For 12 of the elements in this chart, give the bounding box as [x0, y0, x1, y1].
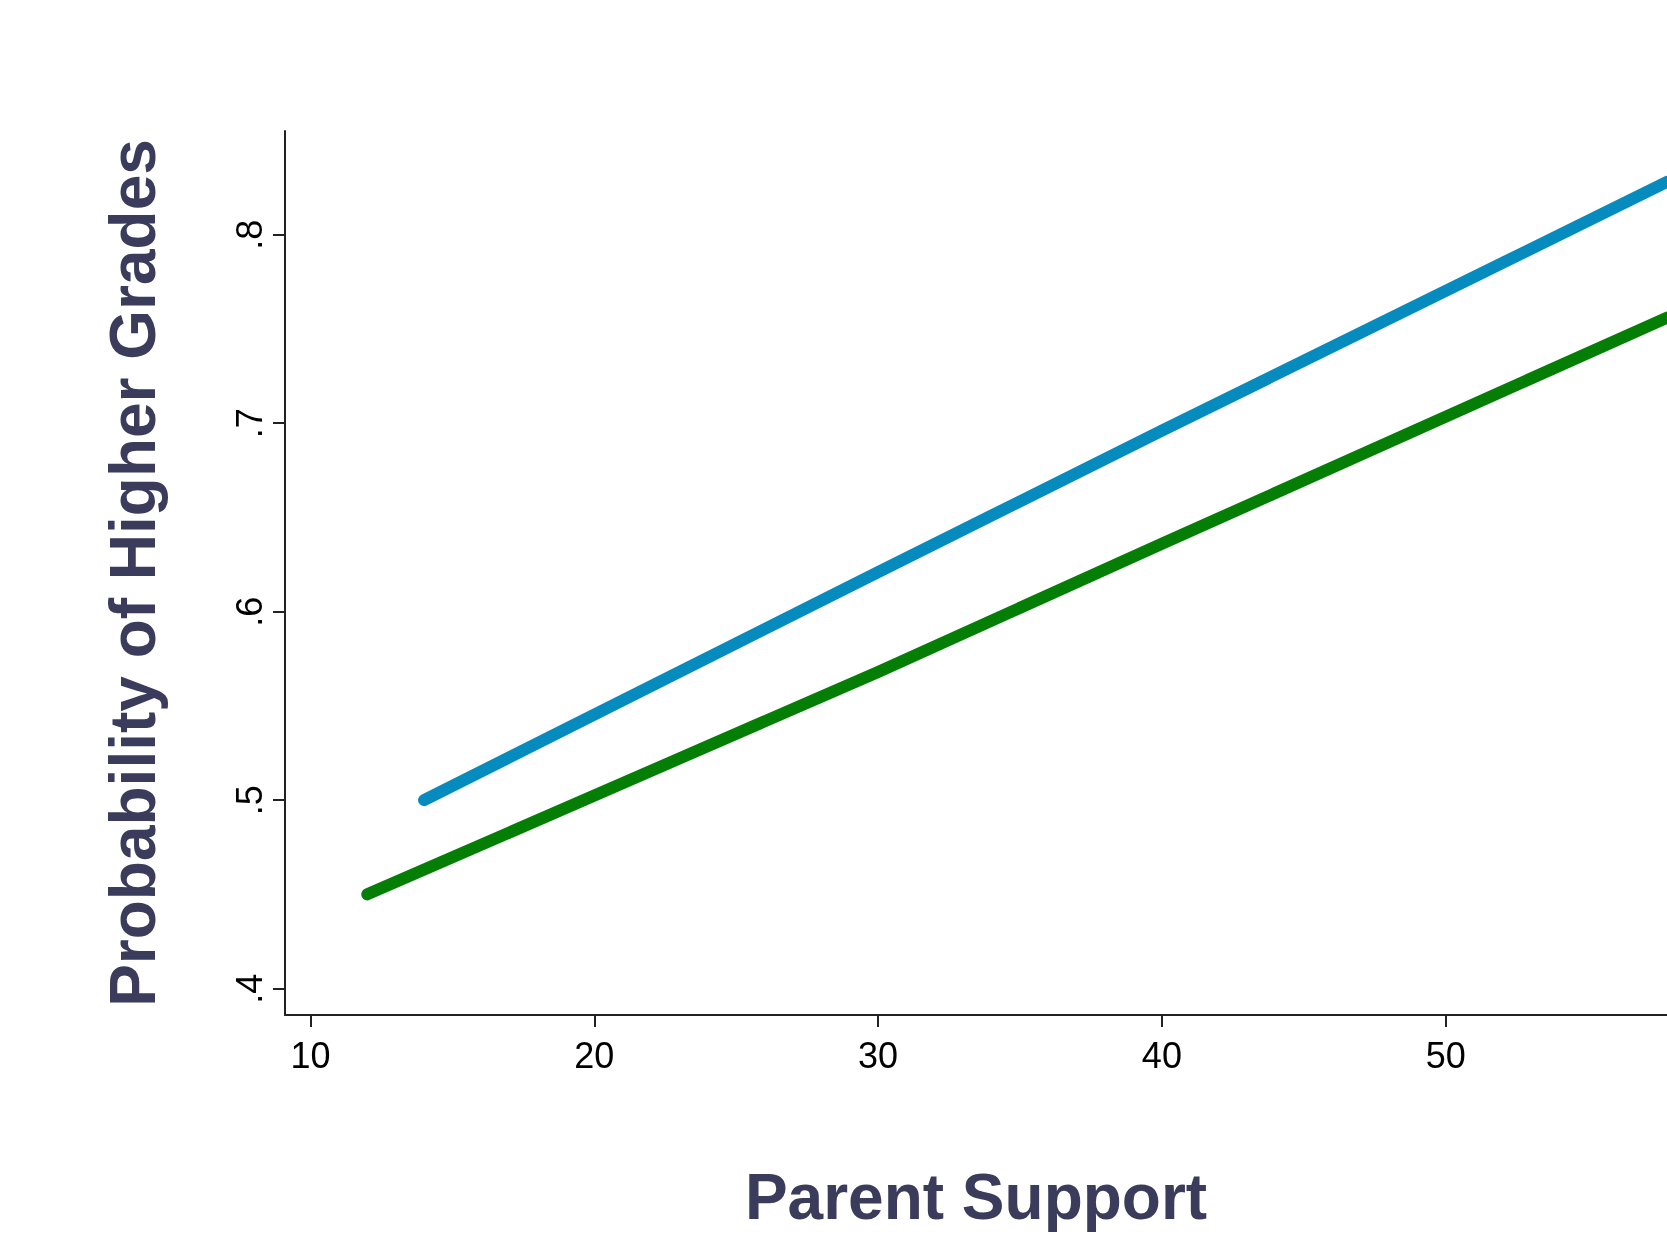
y-tick-label: .4 [228, 973, 270, 1004]
y-tick-label: .7 [228, 408, 270, 439]
x-axis-title: Parent Support [744, 1161, 1208, 1233]
y-tick-label: .6 [228, 596, 270, 627]
x-tick-label: 10 [290, 1034, 331, 1076]
x-tick-label: 30 [858, 1034, 899, 1076]
y-tick-label: .5 [228, 785, 270, 816]
y-axis-title: Probability of Higher Grades [97, 139, 169, 1007]
x-tick-label: 50 [1425, 1034, 1466, 1076]
x-tick-label: 20 [574, 1034, 615, 1076]
x-tick-label: 40 [1141, 1034, 1182, 1076]
y-tick-label: .8 [228, 219, 270, 250]
